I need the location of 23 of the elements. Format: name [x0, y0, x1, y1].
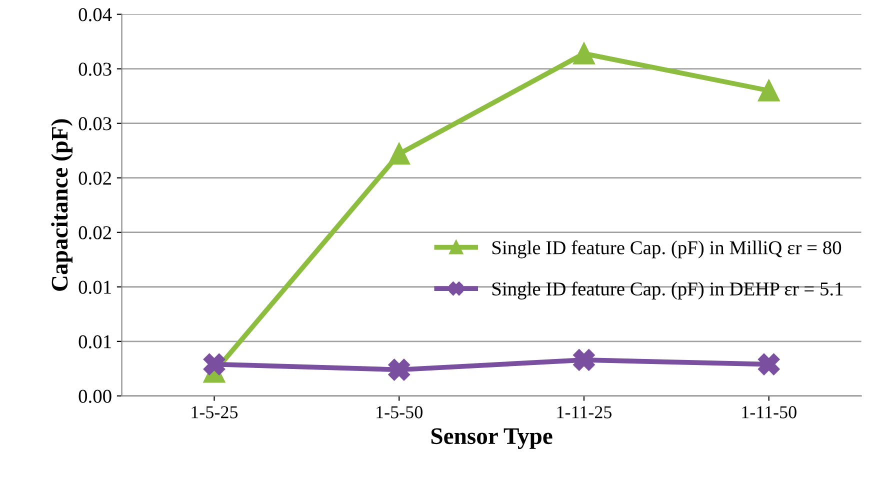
y-tick-label: 0.01: [78, 280, 111, 294]
x-tick-label: 1-5-50: [376, 406, 422, 418]
y-axis-title: Capacitance (pF): [51, 119, 72, 291]
legend-label: Single ID feature Cap. (pF) in MilliQ εr = 80: [492, 240, 842, 258]
y-tick-label: 0.04: [78, 8, 112, 22]
y-tick-label: 0.01: [78, 335, 111, 348]
x-tick-label: 1-11-50: [742, 406, 796, 418]
x-tick-label: 1-11-25: [557, 406, 612, 418]
y-tick-label: 0.03: [78, 62, 112, 76]
point: [573, 349, 595, 371]
point: [758, 80, 780, 102]
legend-label: Single ID feature Cap. (pF) in DEHP εr = 5.1: [492, 282, 843, 300]
point: [573, 42, 595, 64]
point: [758, 354, 780, 376]
point: [203, 354, 226, 376]
y-tick-label: 0.02: [78, 226, 112, 240]
y-tick-label: 0.00: [78, 390, 112, 403]
y-tick-label: 0.03: [78, 117, 112, 130]
x-tick-label: 1-5-25: [192, 406, 238, 418]
point: [388, 358, 410, 381]
point: [388, 143, 410, 165]
y-tick-label: 0.02: [78, 172, 112, 185]
x-axis-title: Sensor Type: [431, 428, 552, 449]
